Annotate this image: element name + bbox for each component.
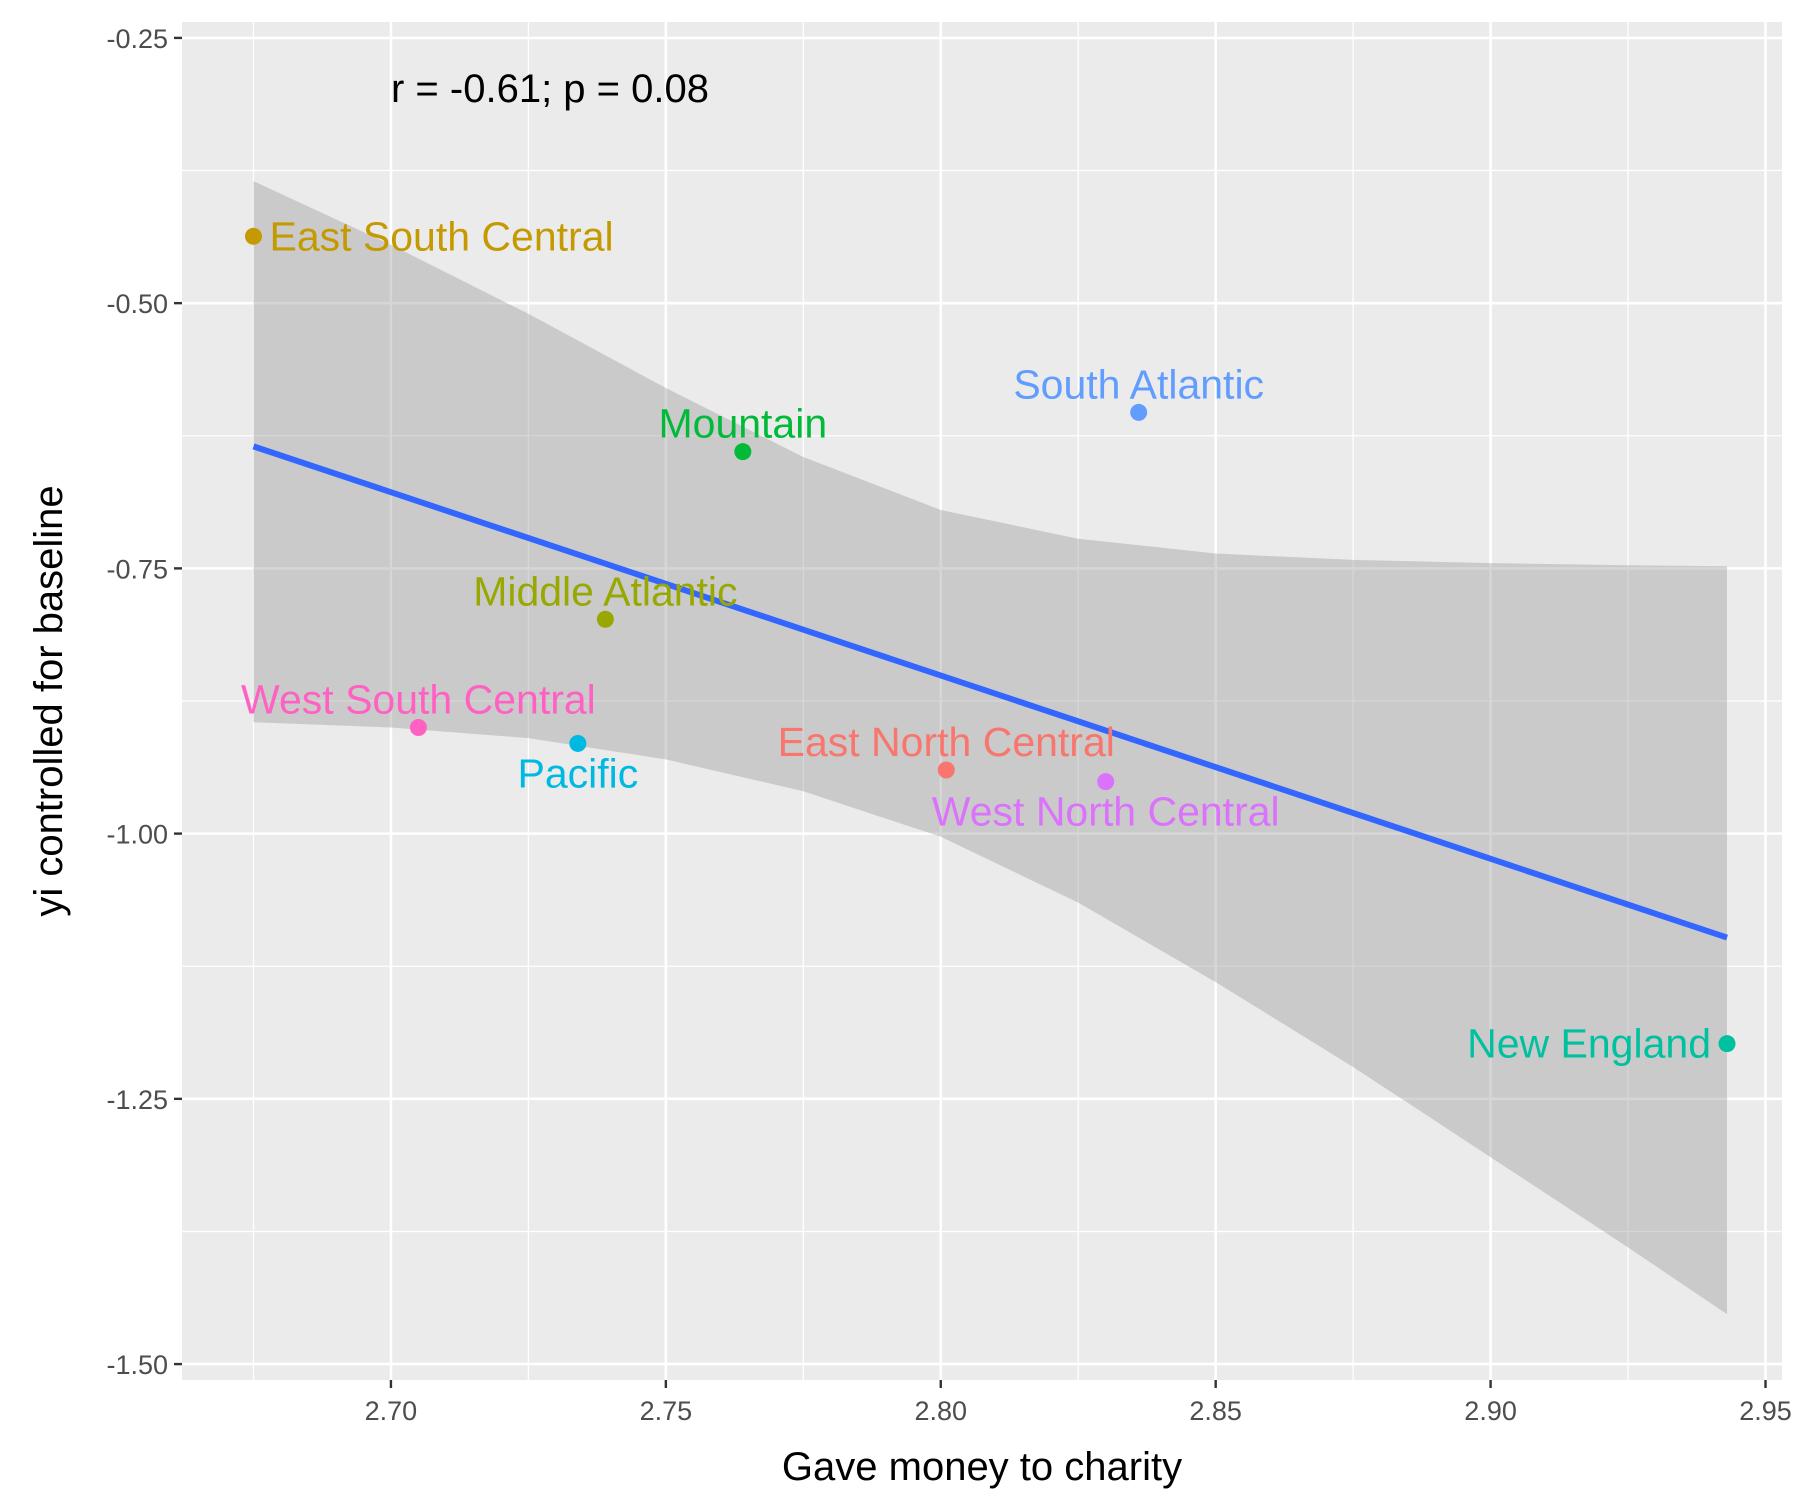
point-label: East North Central	[778, 719, 1115, 765]
point-label: Mountain	[658, 401, 827, 447]
x-tick-label: 2.85	[1189, 1396, 1242, 1426]
confidence-band-layer	[253, 181, 1727, 1315]
minor-gridlines	[182, 22, 1782, 1380]
points-layer	[244, 227, 1736, 1053]
y-tick-label: -1.00	[106, 820, 168, 850]
x-tick-label: 2.70	[365, 1396, 418, 1426]
data-point	[1130, 403, 1148, 421]
data-point	[596, 610, 614, 628]
x-tick-label: 2.90	[1464, 1396, 1517, 1426]
data-point	[1097, 773, 1115, 791]
y-axis: -0.25 -0.50 -0.75 -1.00 -1.25 -1.50	[106, 24, 182, 1380]
data-point	[569, 734, 587, 752]
x-tick-label: 2.80	[914, 1396, 967, 1426]
fit-line	[252, 443, 1728, 941]
point-label: West North Central	[932, 789, 1280, 835]
confidence-band	[253, 181, 1727, 1315]
point-labels-layer: East South Central South Atlantic Mountain…	[241, 213, 1711, 1066]
data-point	[1718, 1035, 1736, 1053]
data-point	[409, 719, 427, 737]
data-point	[734, 443, 752, 461]
point-label: Pacific	[517, 750, 638, 796]
y-tick-label: -0.25	[106, 24, 168, 54]
x-axis-title: Gave money to charity	[782, 1445, 1182, 1489]
y-tick-label: -0.75	[106, 554, 168, 584]
y-tick-label: -0.50	[106, 289, 168, 319]
point-label: South Atlantic	[1013, 361, 1264, 407]
point-label: New England	[1467, 1021, 1711, 1067]
y-tick-label: -1.25	[106, 1085, 168, 1115]
y-axis-title: yi controlled for baseline	[27, 485, 71, 916]
x-tick-label: 2.75	[640, 1396, 693, 1426]
x-axis: 2.70 2.75 2.80 2.85 2.90 2.95	[365, 1380, 1792, 1426]
x-tick-label: 2.95	[1739, 1396, 1792, 1426]
fit-line-layer	[252, 443, 1728, 941]
correlation-annotation: r = -0.61; p = 0.08	[391, 67, 709, 111]
point-label: Middle Atlantic	[473, 568, 737, 614]
y-tick-label: -1.50	[106, 1350, 168, 1380]
data-point	[937, 761, 955, 779]
major-gridlines	[182, 22, 1782, 1380]
point-label: East South Central	[269, 213, 613, 259]
data-point	[244, 227, 262, 245]
point-label: West South Central	[241, 677, 596, 723]
